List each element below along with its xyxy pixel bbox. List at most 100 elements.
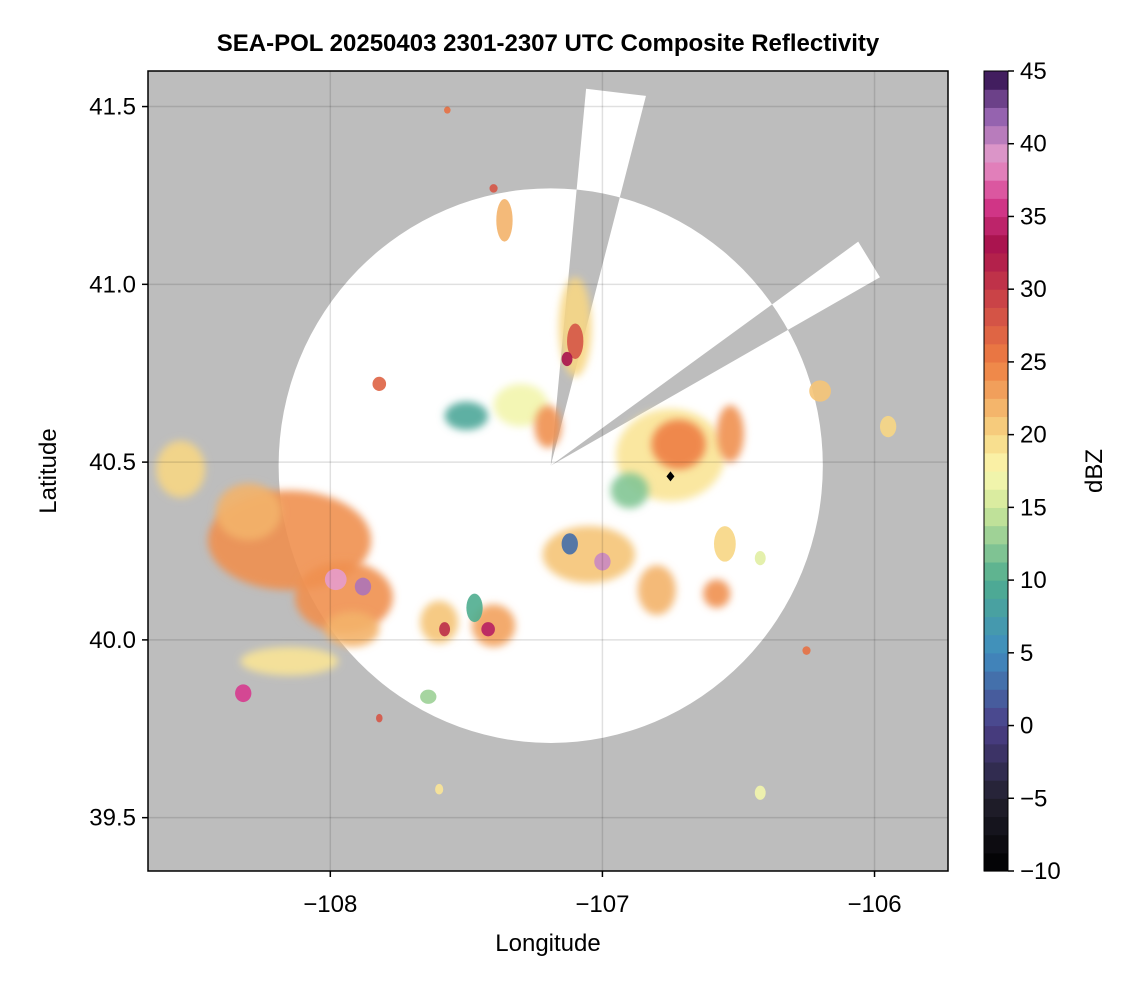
reflectivity-cell	[324, 611, 380, 647]
colorbar-band	[984, 180, 1008, 199]
colorbar-tick-label: −5	[1020, 785, 1047, 812]
colorbar-band	[984, 271, 1008, 290]
reflectivity-cell	[420, 600, 459, 644]
colorbar-band	[984, 780, 1008, 799]
reflectivity-cell	[561, 351, 573, 367]
colorbar-band	[984, 707, 1008, 727]
colorbar-band	[984, 671, 1008, 690]
reflectivity-cell	[809, 380, 831, 402]
reflectivity-cell	[567, 323, 584, 359]
colorbar-band	[984, 816, 1008, 836]
reflectivity-cell	[420, 689, 437, 704]
x-axis-label: Longitude	[495, 930, 600, 957]
plot-area	[148, 71, 948, 871]
colorbar	[983, 70, 1009, 872]
reflectivity-cell	[156, 440, 206, 498]
reflectivity-cell	[435, 783, 444, 795]
reflectivity-cell	[439, 622, 451, 637]
reflectivity-cell	[713, 526, 736, 562]
colorbar-band	[984, 616, 1008, 636]
reflectivity-cell	[466, 593, 483, 623]
colorbar-tick-label: 30	[1020, 276, 1047, 303]
x-axis-ticks: −108 −107 −106	[303, 871, 902, 918]
colorbar-band	[984, 561, 1008, 581]
colorbar-band	[984, 834, 1008, 854]
colorbar-tick-label: 15	[1020, 494, 1047, 521]
colorbar-band	[984, 743, 1008, 763]
y-tick-label: 39.5	[89, 805, 136, 832]
colorbar-band	[984, 125, 1008, 145]
reflectivity-cell	[376, 713, 383, 723]
reflectivity-cell	[610, 472, 649, 509]
reflectivity-cell	[802, 646, 811, 655]
colorbar-tick-label: 35	[1020, 203, 1047, 230]
y-tick-label: 40.5	[89, 449, 136, 476]
reflectivity-cell	[534, 405, 562, 448]
reflectivity-cell	[489, 184, 498, 193]
x-tick-label: −108	[303, 891, 357, 918]
y-tick-label: 40.0	[89, 627, 136, 654]
radar-coverage-disk	[278, 88, 880, 744]
colorbar-band	[984, 507, 1008, 527]
chart-title: SEA-POL 20250403 2301-2307 UTC Composite…	[216, 30, 880, 57]
y-tick-label: 41.5	[89, 94, 136, 121]
reflectivity-cell	[235, 684, 252, 703]
colorbar-band	[984, 289, 1008, 308]
reflectivity-cell	[754, 551, 766, 566]
colorbar-band	[984, 252, 1008, 272]
colorbar-band	[984, 343, 1008, 363]
colorbar-band	[984, 452, 1008, 472]
colorbar-band	[984, 325, 1008, 345]
reflectivity-cell	[444, 106, 451, 114]
colorbar-tick-label: 0	[1020, 713, 1033, 740]
colorbar-band	[984, 143, 1008, 163]
reflectivity-cell	[542, 526, 636, 583]
plot-frame	[147, 70, 949, 872]
x-tick-label: −106	[847, 891, 901, 918]
reflectivity-cell	[493, 383, 548, 427]
reflectivity-cell	[561, 533, 578, 555]
y-axis-ticks: 39.5 40.0 40.5 41.0 41.5	[89, 94, 148, 832]
colorbar-band	[984, 652, 1008, 672]
colorbar-band	[984, 216, 1008, 236]
grid-lines	[148, 71, 948, 871]
colorbar-band	[984, 398, 1008, 418]
reflectivity-cell	[444, 401, 489, 431]
colorbar-band	[984, 761, 1008, 781]
colorbar-band	[984, 434, 1008, 454]
reflectivity-cell	[216, 483, 282, 541]
site-marker-diamond	[666, 471, 675, 482]
reflectivity-cell	[324, 568, 347, 591]
colorbar-band	[984, 471, 1008, 490]
colorbar-band	[984, 198, 1008, 218]
colorbar-tick-label: 25	[1020, 349, 1047, 376]
y-tick-label: 41.0	[89, 271, 136, 298]
reflectivity-cell	[637, 565, 676, 615]
colorbar-band	[984, 725, 1008, 745]
colorbar-band	[984, 107, 1008, 127]
site-marker	[666, 471, 675, 482]
colorbar-band	[984, 416, 1008, 436]
colorbar-band	[984, 89, 1008, 108]
y-axis-label: Latitude	[35, 428, 62, 513]
reflectivity-cell	[703, 579, 731, 608]
colorbar-tick-label: 10	[1020, 567, 1047, 594]
colorbar-tick-label: 40	[1020, 131, 1047, 158]
colorbar-band	[984, 307, 1008, 327]
reflectivity-cell	[481, 622, 495, 637]
colorbar-ticks: −10 −5 0 5 10 15 20 25 30 35 40 45	[1008, 58, 1061, 885]
reflectivity-cell	[879, 415, 897, 438]
colorbar-label: dBZ	[1081, 449, 1108, 493]
colorbar-band	[984, 798, 1008, 818]
colorbar-band	[984, 380, 1008, 399]
colorbar-band	[984, 634, 1008, 654]
colorbar-band	[984, 525, 1008, 545]
colorbar-band	[984, 689, 1008, 708]
reflectivity-cell	[372, 376, 387, 391]
reflectivity-cell	[496, 199, 513, 242]
reflectivity-cell	[716, 405, 744, 463]
x-tick-label: −107	[575, 891, 629, 918]
reflectivity-cell	[354, 577, 372, 596]
reflectivity-cell	[651, 419, 706, 470]
